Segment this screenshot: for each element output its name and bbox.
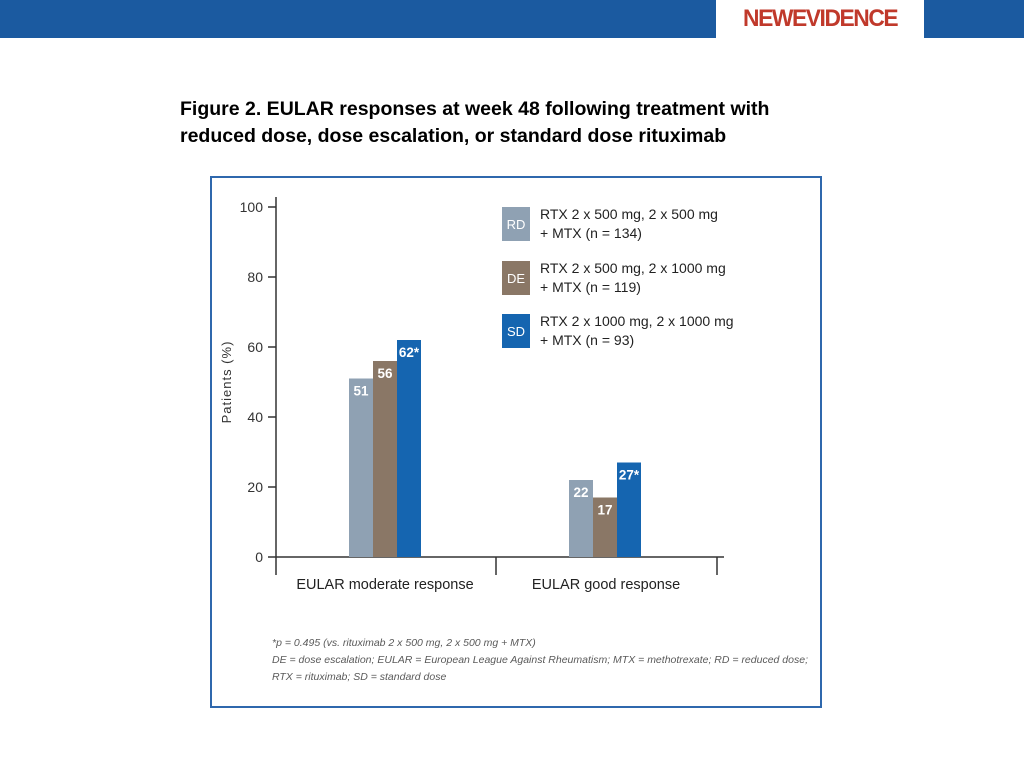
y-tick-label: 0 — [255, 549, 263, 565]
brand-logo: NEWEVIDENCE — [716, 0, 924, 38]
y-tick-label: 100 — [240, 199, 264, 215]
bar-value-label: 56 — [377, 366, 393, 381]
logo-suffix: EVIDENCE — [791, 5, 899, 32]
bar — [569, 480, 593, 557]
legend-swatch — [502, 314, 530, 348]
chart-axes: 0 20 40 60 80 100 Patients (%) EULAR moderate r… — [219, 197, 724, 593]
x-category-label: EULAR moderate response — [296, 577, 473, 593]
chart-bars: 51 56 62* 22 17 27* — [349, 340, 641, 557]
legend-label-line-1: RTX 2 x 1000 mg, 2 x 1000 mg — [540, 313, 734, 329]
logo-prefix: NEW — [742, 5, 793, 32]
title-line-1: Figure 2. EULAR responses at week 48 fol… — [180, 98, 770, 120]
legend-badge: DE — [507, 271, 525, 286]
slide-title: Figure 2. EULAR responses at week 48 fol… — [180, 96, 900, 150]
bar-value-label: 51 — [353, 384, 369, 399]
bar — [593, 497, 617, 557]
bar — [373, 361, 397, 557]
y-tick-label: 40 — [247, 409, 263, 425]
legend-badge: SD — [507, 324, 525, 339]
legend-swatch — [502, 261, 530, 295]
title-line-2: reduced dose, dose escalation, or standa… — [180, 125, 727, 147]
legend-label-line-2: + MTX (n = 134) — [540, 225, 642, 241]
header-bar: NEWEVIDENCE — [0, 0, 1024, 38]
legend-label-line-1: RTX 2 x 500 mg, 2 x 1000 mg — [540, 260, 726, 276]
y-axis-label: Patients (%) — [219, 341, 234, 424]
bar-value-label: 22 — [573, 485, 588, 500]
footnote-significance: *p = 0.495 (vs. rituximab 2 x 500 mg, 2 … — [272, 637, 536, 649]
bar-value-label: 17 — [597, 503, 612, 518]
legend-label-line-2: + MTX (n = 119) — [540, 279, 641, 295]
bar-value-label: 27* — [619, 468, 640, 483]
bar — [397, 340, 421, 557]
x-category-label: EULAR good response — [532, 577, 680, 593]
footnote-abbreviations-2: RTX = rituximab; SD = standard dose — [272, 671, 447, 683]
y-tick-label: 80 — [247, 269, 263, 285]
legend-label-line-2: + MTX (n = 93) — [540, 332, 634, 348]
legend-swatch — [502, 207, 530, 241]
bar — [349, 378, 373, 557]
y-tick-label: 20 — [247, 479, 263, 495]
legend-label-line-1: RTX 2 x 500 mg, 2 x 500 mg — [540, 206, 718, 222]
bar-value-label: 62* — [399, 345, 420, 360]
y-tick-label: 60 — [247, 339, 263, 355]
bar — [617, 462, 641, 557]
footnote-abbreviations-1: DE = dose escalation; EULAR = European L… — [272, 654, 808, 666]
chart-legend: RD RTX 2 x 500 mg, 2 x 500 mg + MTX (n = 1… — [502, 206, 734, 348]
legend-badge: RD — [507, 217, 526, 232]
